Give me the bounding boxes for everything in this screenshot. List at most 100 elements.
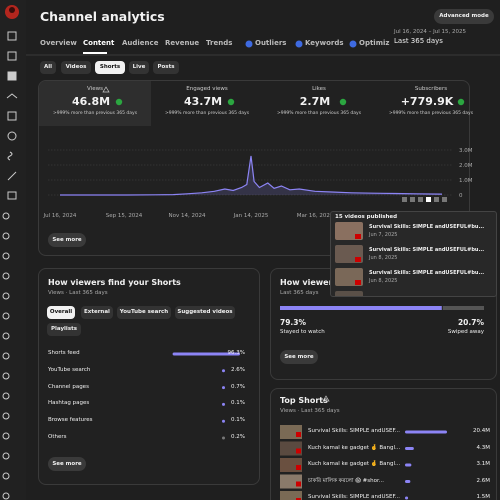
metric-change: >999% more than previous 365 days	[52, 111, 138, 116]
date-period: Last 365 days	[394, 37, 443, 45]
source-bar	[222, 419, 225, 423]
popup-thumbnail	[335, 291, 363, 296]
metric-value: 2.7M	[299, 95, 331, 108]
growth-icon	[227, 98, 235, 106]
source-bar	[222, 402, 225, 406]
popup-video-date: Jun 8, 2025	[369, 255, 398, 261]
y-tick-label: 1.0M	[459, 178, 473, 184]
source-name: Shorts feed	[48, 350, 80, 356]
date-range: Jul 16, 2024 – Jul 15, 2025	[394, 29, 466, 35]
tab-icon	[349, 40, 357, 48]
short-views: 20.4M	[473, 428, 490, 434]
thumbnail-badge	[296, 465, 301, 470]
short-views: 4.3M	[476, 444, 491, 451]
views-bar	[405, 496, 409, 500]
video-marker	[402, 197, 407, 202]
graphic	[172, 352, 240, 440]
tab-icon	[245, 40, 253, 48]
x-tick-label: Nov 14, 2024	[168, 213, 205, 219]
popup-video-title[interactable]: Survival Skills: SIMPLE andUSEFUL#bu...	[369, 224, 485, 230]
metric-label: Subscribers	[414, 86, 448, 92]
graphic	[26, 40, 500, 56]
source-bar	[222, 386, 225, 390]
thumbnail-badge	[296, 498, 301, 500]
tab[interactable]: Optimiz	[359, 39, 390, 47]
tab[interactable]: Outliers	[255, 39, 287, 47]
source-value: 2.6%	[231, 366, 245, 373]
views-bar	[405, 447, 414, 450]
source-name: Others	[48, 434, 67, 440]
card-title: Top Shorts	[280, 396, 328, 405]
card-subtitle: Last 365 days	[280, 290, 319, 296]
thumbnail-badge	[296, 432, 301, 437]
short-views: 2.6M	[476, 477, 491, 484]
popup-thumbnail-badge	[355, 234, 361, 239]
source-chip[interactable]: Playlists	[47, 323, 81, 336]
video-marker	[434, 197, 439, 202]
see-more-button[interactable]: See more	[48, 233, 86, 247]
popup-thumbs	[335, 222, 363, 296]
see-more-button[interactable]: See more	[280, 350, 318, 364]
thumbnail-badge	[296, 481, 301, 487]
tab[interactable]: Revenue	[165, 39, 200, 47]
traffic-card	[38, 268, 260, 485]
stayed-value: 79.3%	[280, 318, 307, 327]
views-bar	[405, 463, 412, 467]
filter-chip[interactable]: All	[40, 61, 56, 74]
source-name: Hashtag pages	[48, 400, 90, 407]
growth-icon	[457, 98, 465, 106]
metric-label: Views	[87, 86, 103, 92]
filter-chip[interactable]: Posts	[153, 61, 179, 74]
video-marker	[426, 197, 431, 202]
source-chip[interactable]: Overall	[47, 306, 75, 319]
source-value: 0.1%	[231, 400, 245, 407]
tab[interactable]: Content	[83, 39, 115, 47]
source-chip[interactable]: External	[81, 306, 113, 319]
tab-icon	[295, 40, 303, 48]
swiped-text: Swiped away	[447, 329, 484, 335]
top-shorts-card	[270, 388, 497, 500]
tab-underline	[83, 52, 107, 54]
short-views: 1.5M	[476, 494, 491, 500]
x-tick-label: Sep 15, 2024	[106, 213, 143, 219]
metric-change: >999% more than previous 365 days	[164, 111, 250, 116]
popup-video-date: Jun 7, 2025	[369, 232, 398, 238]
filter-chip[interactable]: Shorts	[95, 61, 125, 74]
metric-label: Engaged views	[186, 86, 228, 92]
thumbnail	[280, 491, 302, 500]
metric-value: 43.7M	[183, 95, 223, 108]
see-more-button[interactable]: See more	[48, 457, 86, 471]
popup-video-title[interactable]: Survival Skills: SIMPLE andUSEFUL#bu...	[369, 270, 485, 276]
sidebar	[0, 0, 26, 500]
x-tick-label: Jul 16, 2024	[43, 213, 77, 219]
swiped-bar	[442, 306, 484, 310]
popup-video-title[interactable]: Survival Skills: SIMPLE andUSEFUL#bu...	[369, 247, 485, 253]
metric-label: Likes	[312, 86, 326, 92]
short-title: Kuch kamal ke gadget 🤞 Bangl...	[308, 461, 401, 467]
line	[60, 155, 443, 196]
tab[interactable]: Audience	[122, 39, 159, 47]
graphic	[102, 86, 465, 106]
filter-chip[interactable]: Videos	[61, 61, 91, 74]
tab[interactable]: Trends	[206, 39, 233, 47]
area	[60, 156, 442, 195]
video-marker	[442, 197, 447, 202]
tab[interactable]: Overview	[40, 39, 77, 47]
source-chip[interactable]: YouTube search	[117, 306, 171, 319]
tab[interactable]: Keywords	[305, 39, 344, 47]
source-bar	[222, 436, 225, 440]
filter-chip[interactable]: Live	[129, 61, 149, 74]
short-views: 3.1M	[476, 461, 491, 467]
graphic	[280, 306, 484, 310]
card-subtitle: Views · Last 365 days	[280, 408, 340, 414]
source-chip[interactable]: Suggested videos	[175, 306, 235, 319]
page-title: Channel analytics	[40, 9, 165, 24]
metric-value: 46.8M	[71, 95, 111, 108]
metric-change: >999% more than previous 365 days	[388, 111, 474, 116]
popup-title: 15 videos published	[335, 214, 398, 220]
views-bar	[405, 480, 411, 483]
advanced-mode-button[interactable]: Advanced mode	[434, 9, 494, 24]
card-subtitle: Views · Last 365 days	[48, 290, 108, 296]
warning-icon	[322, 395, 330, 402]
